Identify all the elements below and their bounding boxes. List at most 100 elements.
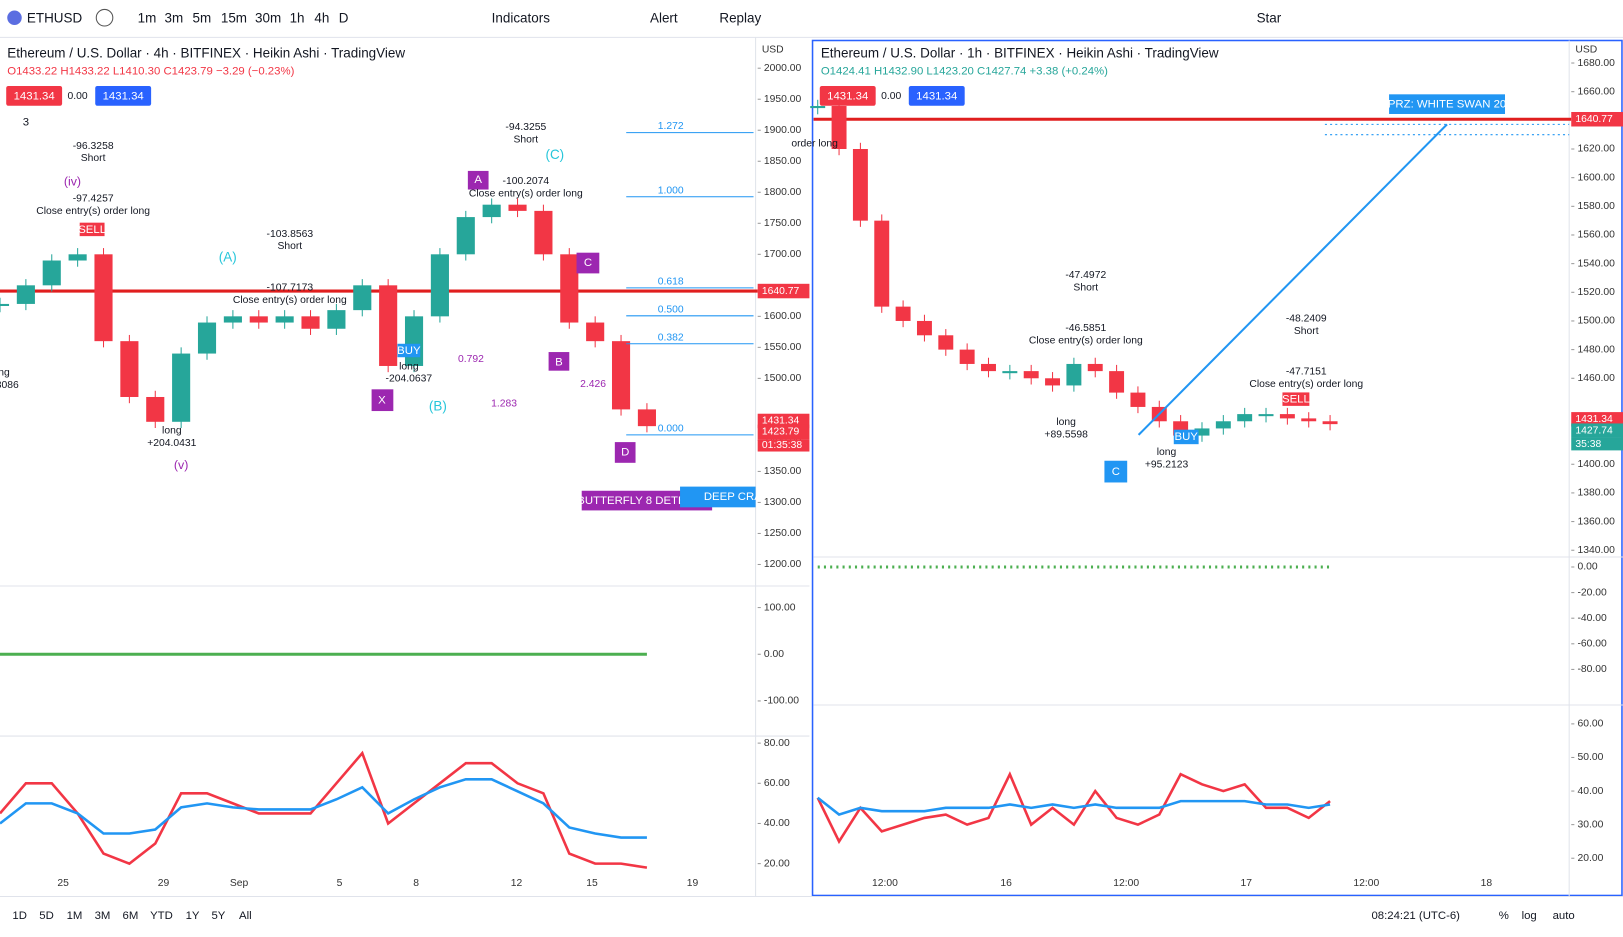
- annotation: -107.7173: [267, 283, 314, 294]
- legend-count[interactable]: 3: [23, 116, 29, 128]
- range-button[interactable]: 6M: [123, 910, 139, 922]
- annotation: -204.0637: [386, 374, 433, 385]
- x-tick-label: 12:00: [872, 878, 898, 889]
- ohlc: O1424.41 H1432.90 L1423.20 C1427.74 +3.3…: [821, 66, 1108, 78]
- annotation: long: [1157, 447, 1177, 458]
- annotation: long: [0, 367, 10, 378]
- annotation: Short: [81, 153, 106, 164]
- annotation: BUY: [397, 345, 421, 357]
- osc-tick-label: -60.00: [1577, 639, 1607, 650]
- interval[interactable]: 5m: [193, 10, 212, 25]
- pattern-point: [371, 389, 394, 412]
- candle: [146, 396, 165, 422]
- interval[interactable]: D: [339, 10, 349, 25]
- rsi-tick-label: 60.00: [1577, 719, 1603, 730]
- annotation: X: [378, 395, 386, 407]
- interval[interactable]: 3m: [165, 10, 184, 25]
- annotation: Short: [277, 241, 302, 252]
- price-tag: [1571, 111, 1623, 127]
- annotation: long: [1056, 417, 1076, 428]
- alert[interactable]: Alert: [650, 10, 678, 25]
- candle: [637, 409, 656, 427]
- range-button[interactable]: 5Y: [211, 910, 225, 922]
- interval[interactable]: 30m: [255, 10, 281, 25]
- candle: [560, 254, 579, 323]
- annotation: +95.2123: [1145, 460, 1189, 471]
- rsi-line: [0, 777, 647, 839]
- candle: [916, 320, 932, 336]
- candle: [938, 335, 954, 350]
- range-button[interactable]: 1Y: [186, 910, 200, 922]
- y-tick-label: 1700.00: [764, 249, 802, 260]
- x-tick-label: 19: [687, 878, 699, 889]
- interval[interactable]: 4h: [314, 10, 329, 25]
- fib-label: 0.618: [658, 276, 684, 287]
- candle: [430, 254, 449, 317]
- price-badge: [908, 86, 965, 106]
- range-button[interactable]: 1D: [12, 910, 27, 922]
- auto-toggle[interactable]: auto: [1553, 910, 1575, 922]
- osc-tick-label: 0.00: [764, 649, 784, 660]
- x-tick-label: 17: [1240, 878, 1252, 889]
- pane-header: Ethereum / U.S. Dollar · 1h · BITFINEX ·…: [821, 45, 1219, 60]
- indicators[interactable]: Indicators: [492, 10, 551, 25]
- y-tick-label: 1300.00: [764, 497, 802, 508]
- annotation: -96.3258: [73, 141, 114, 152]
- price-badge-text: 1431.34: [916, 90, 957, 102]
- replay[interactable]: Replay: [719, 10, 761, 25]
- candle: [249, 316, 268, 323]
- candle: [534, 210, 553, 255]
- price-badge-text: 0.00: [68, 91, 88, 102]
- price-tag: [1571, 423, 1623, 438]
- countdown: 35:38: [1575, 439, 1601, 450]
- annotation: SELL: [1282, 394, 1310, 406]
- candle: [42, 260, 61, 286]
- range-button[interactable]: YTD: [150, 910, 173, 922]
- y-tick-label: 1580.00: [1577, 201, 1615, 212]
- interval[interactable]: 1h: [290, 10, 305, 25]
- symbol[interactable]: ETHUSD: [27, 10, 83, 25]
- annotation: C: [1112, 466, 1120, 478]
- y-tick-label: 2000.00: [764, 63, 802, 74]
- candle: [586, 322, 605, 342]
- interval[interactable]: 1m: [138, 10, 157, 25]
- log-toggle[interactable]: log: [1522, 910, 1537, 922]
- interval[interactable]: 15m: [221, 10, 247, 25]
- price-tag-label: 1423.79: [762, 427, 800, 438]
- annotation: -100.2074: [503, 176, 550, 187]
- range-button[interactable]: 1M: [67, 910, 83, 922]
- annotation: -97.4257: [73, 194, 114, 205]
- y-tick-label: 1680.00: [1577, 58, 1615, 69]
- y-tick-label: 1600.00: [1577, 172, 1615, 183]
- rsi-line: [0, 750, 648, 869]
- annotation: SELL: [78, 224, 106, 236]
- annotation: (C): [545, 147, 564, 162]
- rsi-tick-label: 60.00: [764, 778, 790, 789]
- candle: [508, 204, 527, 211]
- rsi-tick-label: 40.00: [1577, 786, 1603, 797]
- percent-toggle[interactable]: %: [1499, 910, 1509, 922]
- rsi-tick-label: 80.00: [764, 738, 790, 749]
- range-button[interactable]: 5D: [39, 910, 54, 922]
- range-button[interactable]: All: [239, 910, 252, 922]
- candle: [172, 353, 191, 422]
- price-badge: [95, 86, 152, 106]
- price-badge: [6, 86, 63, 106]
- annotation: 2.426: [580, 379, 606, 390]
- annotation: -103.8563: [267, 229, 314, 240]
- x-tick-label: 8: [413, 878, 419, 889]
- pattern-label: [581, 490, 713, 511]
- add-symbol[interactable]: [95, 8, 114, 27]
- price-badge-text: 1431.34: [14, 90, 55, 102]
- annotation: Short: [513, 135, 538, 146]
- range-button[interactable]: 3M: [95, 910, 111, 922]
- layout-name[interactable]: Star: [1257, 10, 1282, 25]
- osc-tick-label: -20.00: [1577, 587, 1607, 598]
- candle: [1002, 371, 1018, 374]
- annotation: PRZ: WHITE SWAN 20: [1388, 99, 1506, 111]
- annotation: -94.3255: [505, 122, 546, 133]
- price-tag-label: 1640.77: [762, 286, 800, 297]
- fib-label: 0.500: [658, 304, 684, 315]
